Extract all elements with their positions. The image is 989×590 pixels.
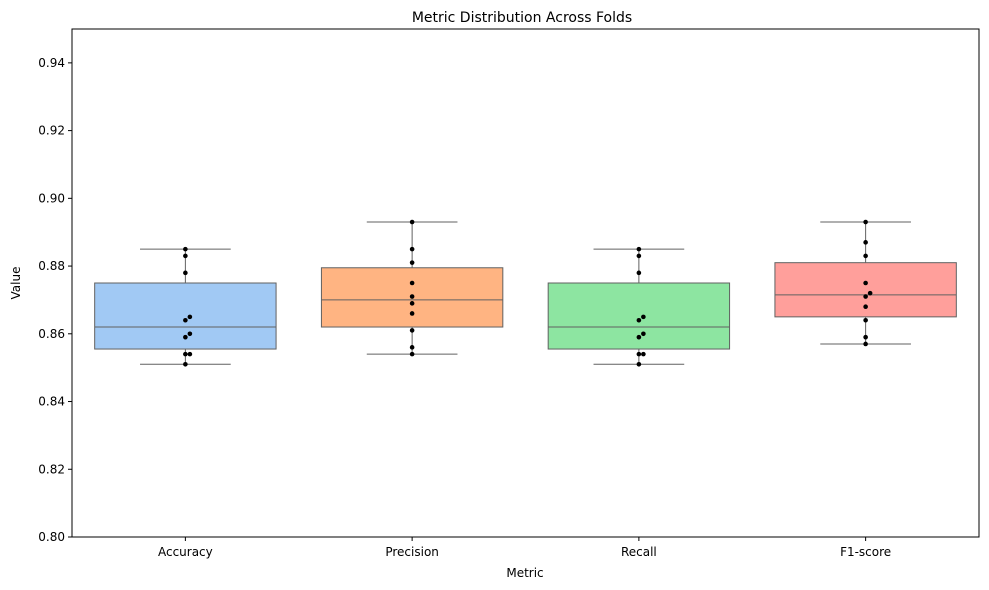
data-point — [636, 317, 642, 323]
y-axis-label: Value — [9, 267, 23, 300]
data-point — [187, 314, 193, 320]
data-point — [636, 334, 642, 340]
y-tick-label: 0.90 — [38, 191, 65, 205]
y-tick-label: 0.82 — [38, 462, 65, 476]
x-tick-label: Precision — [385, 545, 439, 559]
x-tick-label: Accuracy — [158, 545, 213, 559]
y-axis: 0.80 0.82 0.84 0.86 0.88 0.90 0.92 0.94 — [38, 56, 72, 544]
data-point — [641, 331, 646, 337]
y-tick-label: 0.88 — [38, 259, 65, 273]
data-point — [863, 219, 868, 225]
data-point — [409, 260, 415, 265]
y-tick-label: 0.84 — [38, 395, 65, 409]
data-point — [863, 240, 868, 245]
y-tick-label: 0.94 — [38, 56, 65, 70]
x-tick-label: Recall — [621, 545, 657, 559]
x-axis-label: Metric — [506, 566, 543, 580]
data-point — [867, 290, 873, 296]
data-point — [636, 361, 642, 367]
data-point — [641, 314, 646, 320]
data-point — [641, 351, 646, 357]
data-point — [409, 345, 415, 350]
data-point — [183, 253, 188, 259]
data-point — [183, 361, 188, 367]
data-point — [863, 280, 868, 286]
data-point — [183, 317, 188, 323]
data-point — [183, 246, 188, 252]
plot-frame — [71, 28, 980, 538]
y-tick-label: 0.86 — [38, 327, 65, 341]
data-point — [409, 280, 415, 286]
data-point — [636, 351, 642, 357]
data-point — [863, 341, 868, 347]
data-point — [863, 317, 868, 323]
data-point — [183, 270, 188, 276]
points-layer — [183, 219, 873, 367]
data-point — [863, 304, 868, 310]
data-point — [409, 219, 415, 225]
x-axis: Accuracy Precision Recall F1-score — [158, 537, 891, 559]
chart-title: Metric Distribution Across Folds — [412, 10, 632, 26]
data-point — [409, 246, 415, 252]
data-point — [409, 311, 415, 316]
data-point — [183, 334, 188, 340]
data-point — [636, 270, 642, 276]
boxes-layer — [94, 221, 957, 365]
data-point — [863, 253, 868, 259]
data-point — [187, 331, 193, 337]
data-point — [863, 294, 868, 299]
data-point — [409, 351, 415, 357]
data-point — [636, 253, 642, 259]
data-point — [409, 328, 415, 333]
y-tick-label: 0.80 — [38, 530, 65, 544]
data-point — [183, 351, 188, 357]
data-point — [636, 246, 642, 252]
data-point — [409, 301, 415, 306]
x-tick-label: F1-score — [840, 545, 891, 559]
data-point — [187, 351, 193, 357]
data-point — [409, 294, 415, 299]
y-tick-label: 0.92 — [38, 124, 65, 138]
data-point — [863, 334, 868, 340]
